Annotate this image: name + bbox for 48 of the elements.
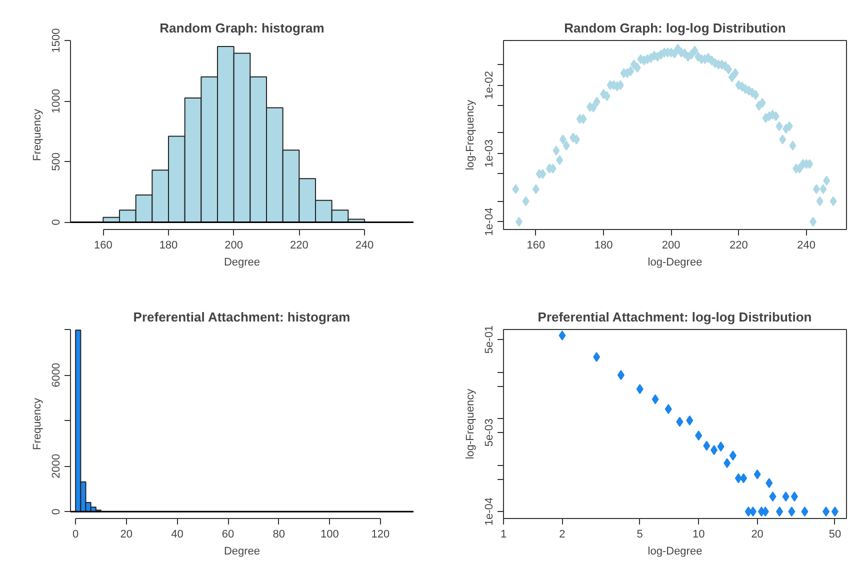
y-tick-label: 6000 — [50, 362, 62, 388]
x-tick-label: 20 — [120, 528, 133, 540]
y-axis-title: log-Frequency — [464, 99, 476, 170]
y-tick-label: 5e-03 — [484, 418, 496, 447]
x-tick-label: 120 — [371, 528, 390, 540]
x-tick-label: 220 — [730, 240, 748, 252]
y-tick-label: 1e-04 — [484, 208, 496, 236]
x-tick-label: 240 — [355, 240, 374, 252]
x-axis-title: log-Degree — [648, 256, 702, 268]
y-tick-label: 0 — [50, 508, 62, 515]
x-axis-title: log-Degree — [648, 546, 702, 558]
y-axis-title: Frequency — [32, 398, 44, 450]
x-tick-label: 1 — [500, 528, 507, 540]
x-tick-label: 200 — [224, 240, 244, 252]
x-axis-title: Degree — [224, 256, 260, 268]
y-tick-label: 500 — [50, 152, 62, 171]
y-tick-label: 1e-02 — [484, 71, 496, 100]
x-tick-label: 220 — [290, 240, 308, 252]
x-tick-label: 160 — [526, 240, 546, 252]
x-tick-label: 50 — [828, 528, 842, 540]
x-axis-title: Degree — [224, 546, 260, 558]
y-tick-label: 0 — [50, 219, 62, 226]
chart-title: Random Graph: log-log Distribution — [564, 20, 786, 36]
x-tick-label: 80 — [272, 528, 285, 540]
chart-title: Preferential Attachment: histogram — [133, 310, 350, 324]
y-tick-label: 1e-03 — [484, 139, 496, 168]
x-tick-label: 20 — [751, 528, 764, 540]
x-tick-label: 60 — [222, 528, 234, 540]
x-tick-label: 2 — [559, 528, 566, 540]
y-tick-label: 1000 — [50, 88, 62, 114]
x-tick-label: 180 — [159, 240, 178, 252]
y-axis-title: Frequency — [32, 108, 44, 161]
x-tick-label: 0 — [72, 528, 79, 540]
x-tick-label: 10 — [692, 528, 705, 540]
chart-title: Random Graph: histogram — [160, 20, 324, 36]
x-tick-label: 160 — [94, 240, 112, 252]
x-tick-label: 5 — [636, 528, 643, 540]
y-axis-title: log-Frequency — [464, 388, 476, 460]
x-tick-label: 180 — [594, 240, 613, 252]
y-tick-label: 1e-04 — [484, 498, 496, 526]
x-tick-label: 200 — [662, 240, 680, 252]
y-tick-label: 2000 — [50, 454, 62, 478]
x-tick-label: 40 — [171, 528, 184, 540]
y-tick-label: 5e-01 — [484, 325, 496, 354]
chart-title: Preferential Attachment: log-log Distribution — [538, 310, 812, 324]
y-tick-label: 1500 — [50, 28, 62, 53]
x-tick-label: 100 — [320, 528, 339, 540]
x-tick-label: 240 — [797, 240, 816, 252]
